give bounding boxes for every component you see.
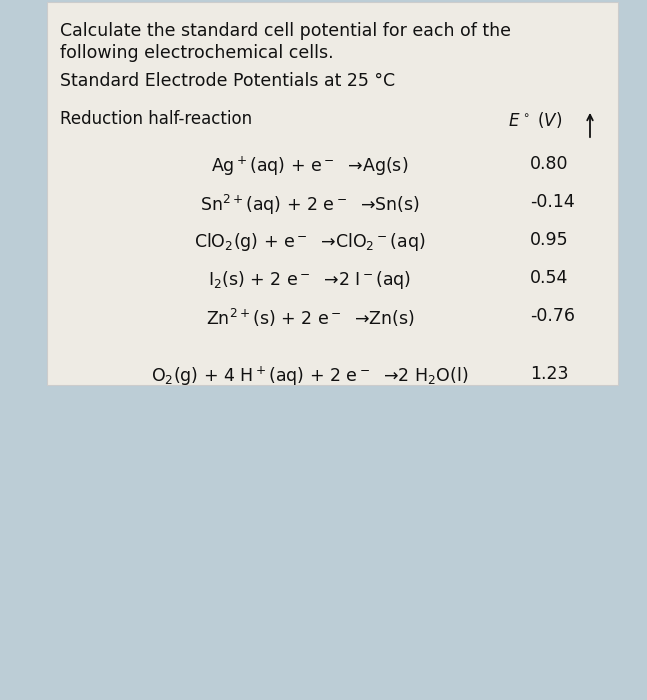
FancyBboxPatch shape: [47, 2, 618, 385]
Text: -0.76: -0.76: [530, 307, 575, 325]
Text: following electrochemical cells.: following electrochemical cells.: [60, 44, 334, 62]
Text: Calculate the standard cell potential for each of the: Calculate the standard cell potential fo…: [60, 22, 511, 40]
Text: I$_2$(s) + 2 e$^-$  →2 I$^-$(aq): I$_2$(s) + 2 e$^-$ →2 I$^-$(aq): [208, 269, 411, 291]
Text: Zn$^{2+}$(s) + 2 e$^-$  →Zn(s): Zn$^{2+}$(s) + 2 e$^-$ →Zn(s): [206, 307, 415, 329]
Text: -0.14: -0.14: [530, 193, 575, 211]
Text: Sn$^{2+}$(aq) + 2 e$^-$  →Sn(s): Sn$^{2+}$(aq) + 2 e$^-$ →Sn(s): [200, 193, 420, 217]
Text: O$_2$(g) + 4 H$^+$(aq) + 2 e$^-$  →2 H$_2$O(l): O$_2$(g) + 4 H$^+$(aq) + 2 e$^-$ →2 H$_2…: [151, 365, 468, 388]
Text: ClO$_2$(g) + e$^-$  →ClO$_2$$^-$(aq): ClO$_2$(g) + e$^-$ →ClO$_2$$^-$(aq): [194, 231, 426, 253]
Text: 1.23: 1.23: [530, 365, 569, 383]
Text: 0.54: 0.54: [530, 269, 568, 287]
Text: Reduction half-reaction: Reduction half-reaction: [60, 110, 252, 128]
Text: Ag$^+$(aq) + e$^-$  →Ag(s): Ag$^+$(aq) + e$^-$ →Ag(s): [212, 155, 409, 178]
Text: 0.80: 0.80: [530, 155, 569, 173]
Text: $E^\circ$ $(V)$: $E^\circ$ $(V)$: [508, 110, 562, 130]
Text: Standard Electrode Potentials at 25 °C: Standard Electrode Potentials at 25 °C: [60, 72, 395, 90]
Text: 0.95: 0.95: [530, 231, 569, 249]
